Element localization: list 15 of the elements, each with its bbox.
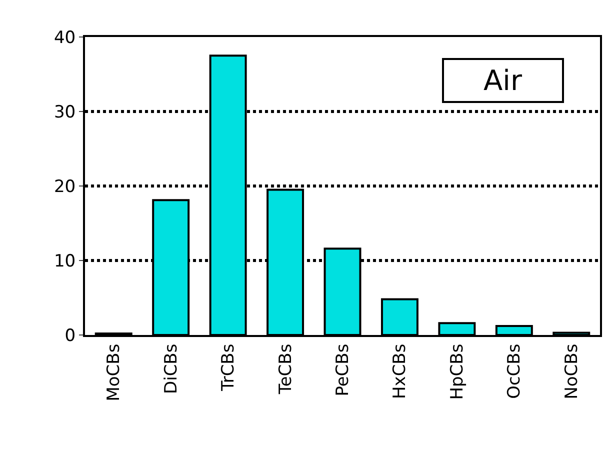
x-tick-label: PeCBs: [333, 344, 354, 396]
y-tick-label: 0: [64, 326, 76, 346]
x-tick-label: OcCBs: [504, 344, 525, 399]
x-tick-label: TeCBs: [276, 344, 296, 396]
x-tick-label: MoCBs: [104, 344, 124, 402]
y-tick-label: 40: [54, 28, 76, 48]
x-tick-label: NoCBs: [562, 344, 582, 400]
x-tick-label: HpCBs: [447, 344, 468, 400]
y-tick-label: 30: [54, 102, 76, 122]
y-tick-label: 10: [54, 251, 76, 272]
x-tick-label: HxCBs: [390, 344, 410, 400]
x-tick-label: DiCBs: [161, 344, 182, 394]
y-tick-label: 20: [54, 176, 76, 197]
annotation: Air: [484, 64, 522, 97]
x-tick-label: TrCBs: [218, 344, 239, 392]
